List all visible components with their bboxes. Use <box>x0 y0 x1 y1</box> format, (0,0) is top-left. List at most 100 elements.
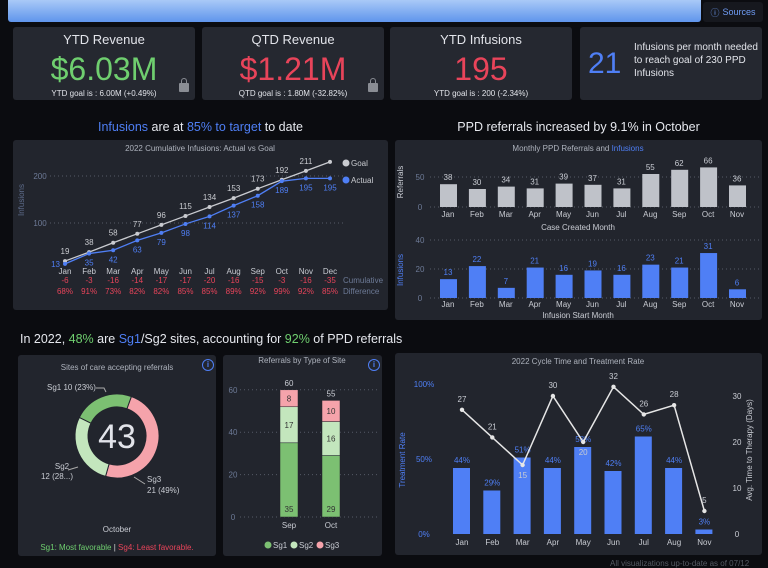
data-point <box>255 193 260 198</box>
chart-subtitle: October <box>103 525 132 534</box>
y2-tick-label: 20 <box>733 438 742 447</box>
x-tick-label: Sep <box>672 300 687 309</box>
y-axis-label: Infusions <box>17 184 26 216</box>
data-label: 39 <box>559 173 568 182</box>
data-label: 31 <box>704 242 713 251</box>
cycle-time-label: 5 <box>702 496 707 505</box>
data-label: 96 <box>157 211 166 220</box>
x-tick-label: Jul <box>204 267 214 276</box>
difference-value: 85% <box>202 287 218 296</box>
x-tick-label: May <box>556 300 571 309</box>
referral-bar <box>440 184 457 207</box>
referral-bar <box>613 188 631 207</box>
data-point <box>207 214 212 219</box>
x-tick-label: Aug <box>667 538 681 547</box>
x-tick-label: Feb <box>470 210 484 219</box>
x-tick-label: Apr <box>131 267 144 276</box>
legend-marker <box>290 541 298 549</box>
series-line-actual <box>64 177 330 265</box>
treatment-rate-bar <box>634 436 652 534</box>
kpi-ytd-infusions: YTD Infusions 195 YTD goal is : 200 (-2.… <box>390 27 572 100</box>
cycle-time-label: 15 <box>518 471 527 480</box>
x-tick-label: Oct <box>276 267 289 276</box>
referral-bar <box>671 169 689 207</box>
difference-value: 91% <box>81 287 97 296</box>
leader-line <box>133 476 146 485</box>
legend-label: Actual <box>351 176 373 185</box>
data-label: 44% <box>545 456 561 465</box>
data-label: 189 <box>275 186 289 195</box>
headline-part: Sg1 <box>118 332 141 346</box>
data-label: 38 <box>444 173 453 182</box>
sources-button[interactable]: ⓘ Sources <box>703 2 763 22</box>
data-label: 7 <box>504 277 509 286</box>
cycle-time-label: 21 <box>488 422 497 431</box>
x-tick-label: Sep <box>282 521 297 530</box>
x-tick-label: May <box>576 538 591 547</box>
data-label: 13 <box>444 268 453 277</box>
infusion-bar <box>671 267 689 298</box>
x-tick-label: Jul <box>616 210 626 219</box>
data-label: 58% <box>575 435 591 444</box>
treatment-rate-bar <box>483 490 501 534</box>
leader-line <box>67 466 79 471</box>
headline-part: to date <box>261 120 303 134</box>
data-label: 192 <box>275 166 289 175</box>
cumulative-value: -15 <box>252 276 264 285</box>
x-tick-label: Dec <box>323 267 337 276</box>
x-tick-label: Sep <box>251 267 266 276</box>
info-icon: ⓘ <box>710 7 720 18</box>
cycle-time-point <box>459 407 465 412</box>
infusion-bar <box>440 279 457 298</box>
chart-title: Referrals by Type of Site <box>258 356 346 365</box>
stacked-bar-sg3 <box>321 400 341 422</box>
data-label: 42 <box>109 255 118 264</box>
difference-value: 85% <box>177 287 193 296</box>
data-label: 19 <box>61 247 70 256</box>
cumulative-value: -17 <box>180 276 192 285</box>
difference-value: 73% <box>105 287 121 296</box>
data-label: 195 <box>323 183 337 192</box>
x-tick-label: Jan <box>59 267 72 276</box>
x-tick-label: Mar <box>516 538 530 547</box>
headline-part: are <box>93 332 119 346</box>
headline-right: PPD referrals increased by 9.1% in Octob… <box>457 120 700 134</box>
data-point <box>63 261 67 266</box>
goal-card: 21 Infusions per month needed to reach g… <box>580 27 762 100</box>
x-tick-label: May <box>556 210 571 219</box>
treatment-rate-bar <box>453 468 470 534</box>
data-label: 16 <box>559 264 568 273</box>
x-tick-label: Jan <box>442 300 455 309</box>
cumulative-value: -35 <box>324 276 336 285</box>
info-icon[interactable]: i <box>368 359 380 371</box>
x-tick-label: Feb <box>82 267 96 276</box>
x-tick-label: Jan <box>442 210 455 219</box>
data-point <box>135 238 140 243</box>
donut-center-value: 43 <box>98 418 136 456</box>
referral-bar <box>700 167 718 207</box>
difference-value: 92% <box>250 287 266 296</box>
slice-label: 12 (28...) <box>41 472 73 481</box>
headline-part: 85% to target <box>186 120 262 134</box>
legend-label: Sg1 <box>273 541 288 550</box>
x-tick-label: Jun <box>179 267 192 276</box>
series-line-goal <box>64 161 331 262</box>
y-tick-label: 60 <box>229 386 238 395</box>
info-icon[interactable]: i <box>202 359 214 371</box>
referral-bar <box>497 186 515 207</box>
data-label: 134 <box>203 193 217 202</box>
y-tick-label: 50% <box>416 455 432 464</box>
cumulative-value: -16 <box>107 276 119 285</box>
legend-note: Sg1: Most favorable | Sg4: Least favorab… <box>40 543 193 552</box>
row-label: Cumulative <box>343 276 384 285</box>
x-tick-label: Sep <box>672 210 687 219</box>
leader-line <box>96 387 107 393</box>
data-label: 44% <box>666 456 682 465</box>
referral-bar <box>729 185 746 207</box>
chart-title: Sites of care accepting referrals <box>61 363 174 372</box>
data-label: 21 <box>675 257 684 266</box>
legend-marker <box>342 176 350 184</box>
data-label: 153 <box>227 184 241 193</box>
slice-label: Sg3 <box>147 475 162 484</box>
difference-value: 68% <box>57 287 73 296</box>
